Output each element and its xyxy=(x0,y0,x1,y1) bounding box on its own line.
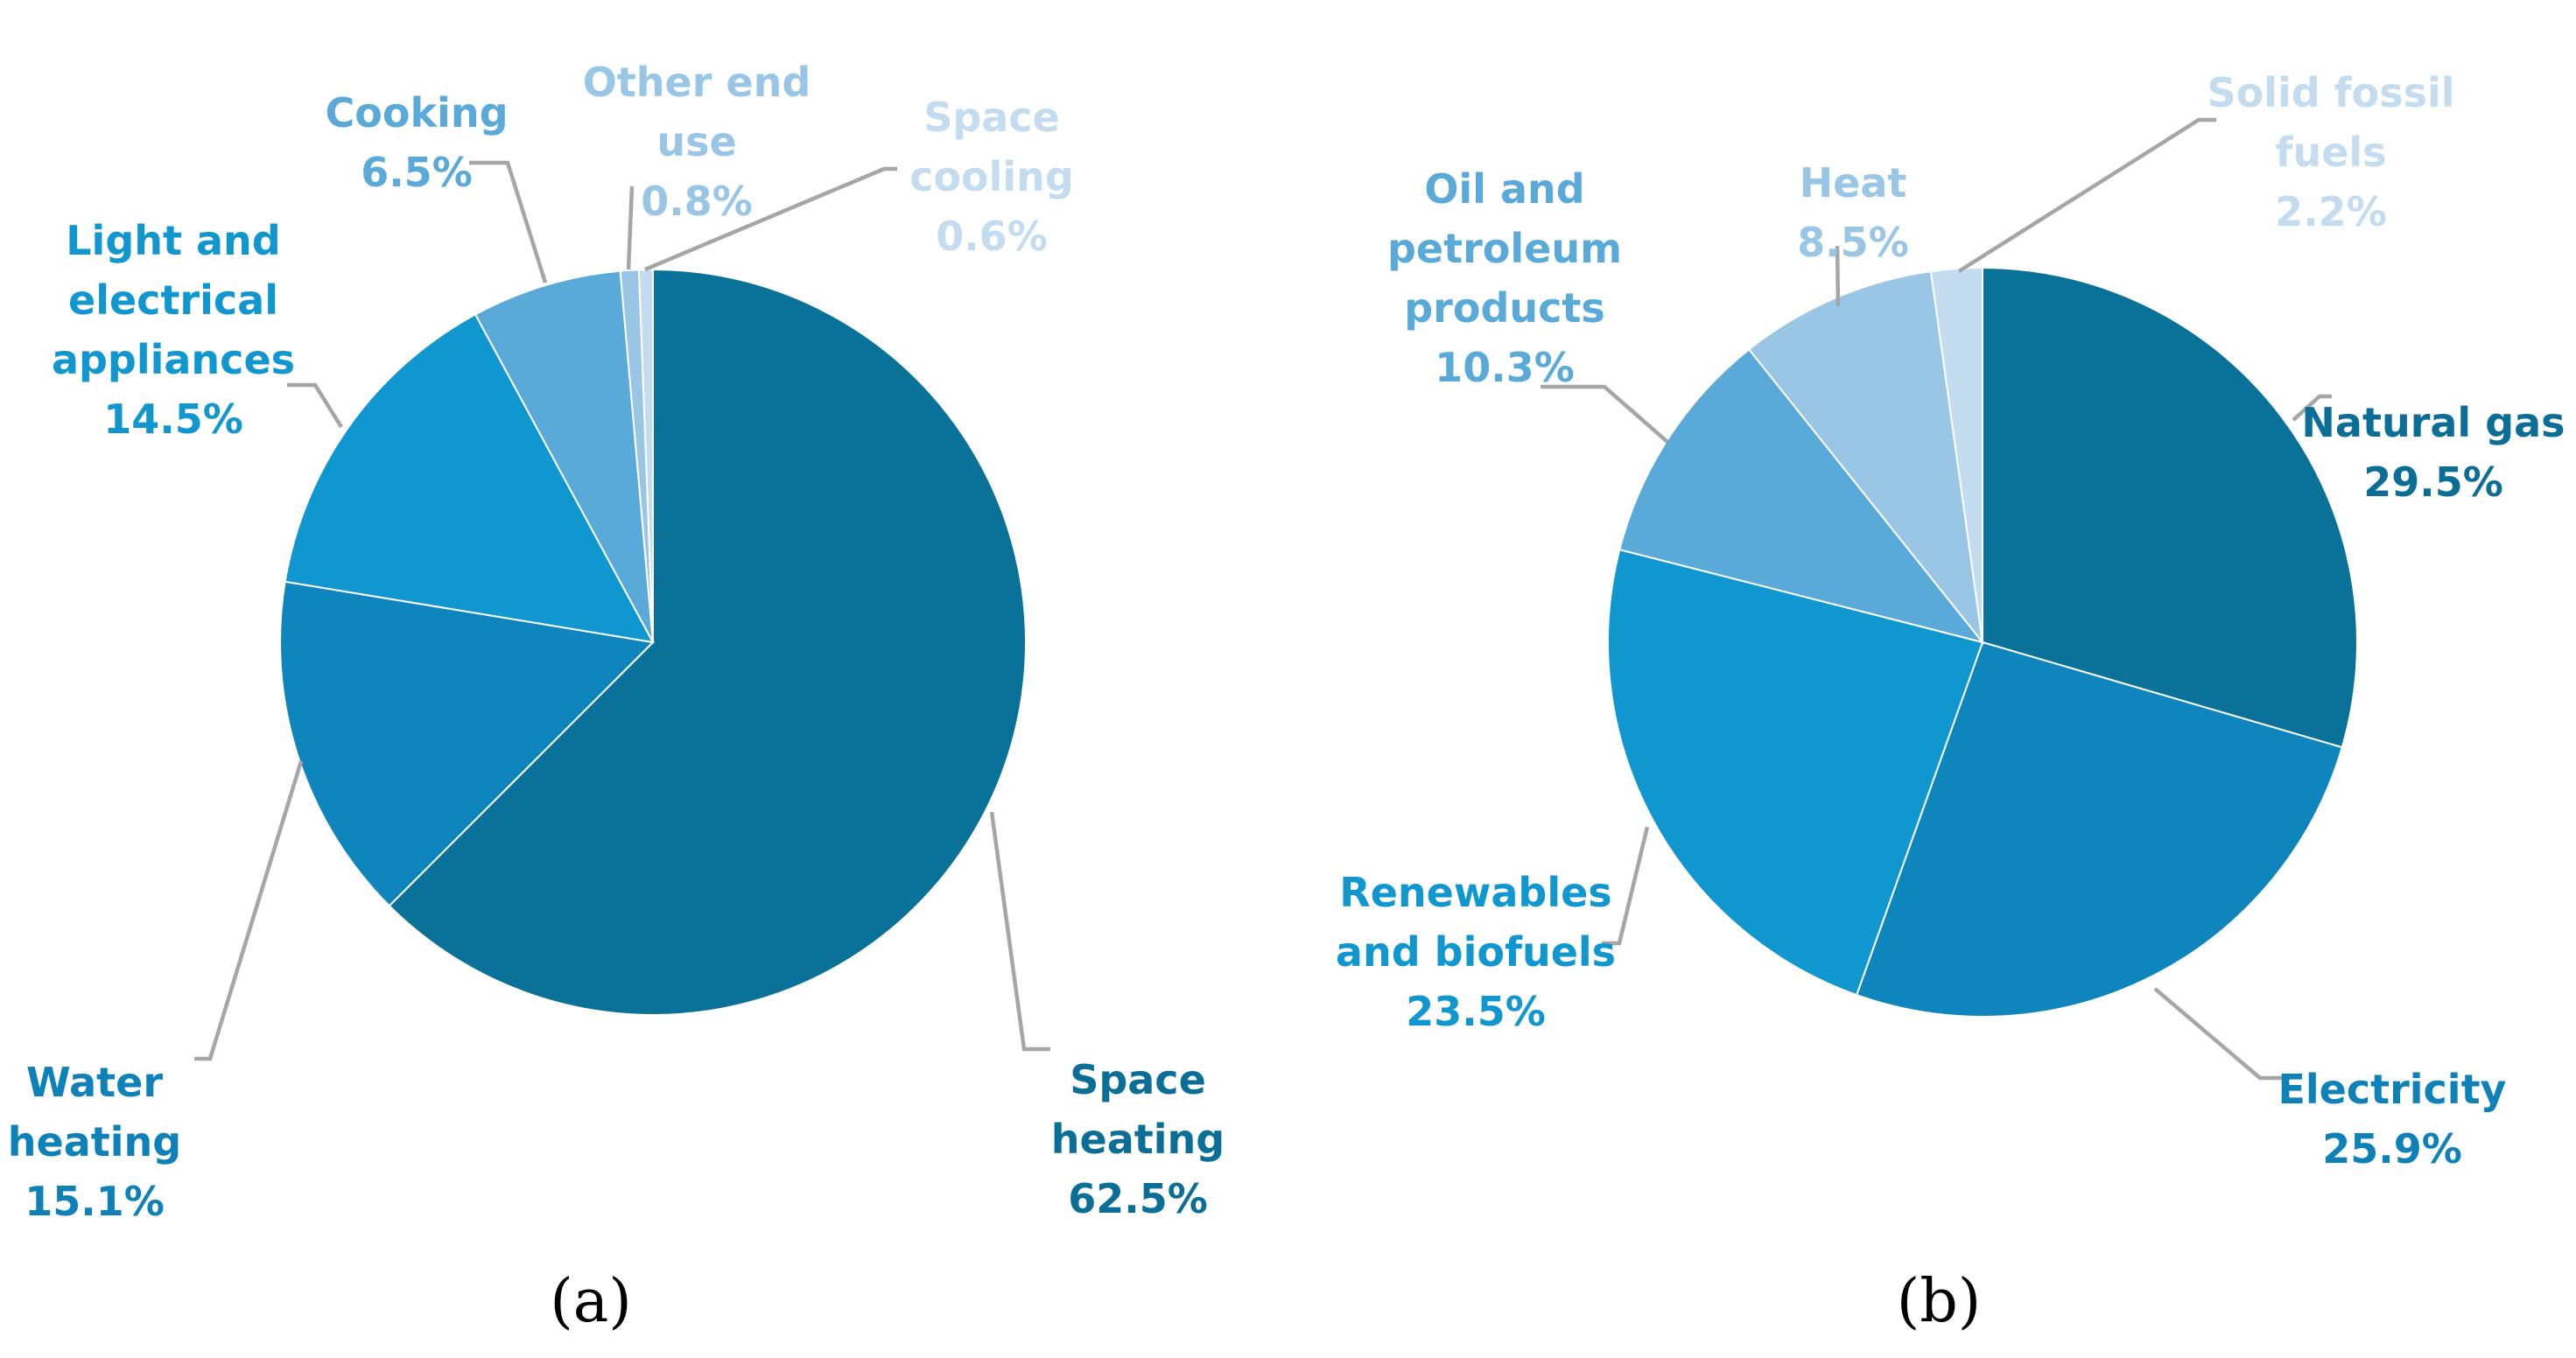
pie-slice-electricity xyxy=(1855,640,2344,1018)
chart-caption: (a) xyxy=(550,1267,632,1336)
slice-name-line: electrical xyxy=(68,276,278,324)
slice-label-heat: Heat 8.5% xyxy=(1797,159,1909,266)
pie-slice-heat xyxy=(1747,270,1984,646)
leader-line-solid-fossil xyxy=(1957,117,2216,273)
slice-name-line: Light and xyxy=(66,217,280,264)
chart-caption: (b) xyxy=(1897,1267,1982,1336)
slice-percent-natural-gas: 29.5% xyxy=(2363,458,2503,506)
leader-line-light-electrical xyxy=(287,382,343,429)
slice-name-line: Other end xyxy=(583,59,811,106)
slice-label-space-heating: Space heating 62.5% xyxy=(1051,1056,1225,1222)
slice-label-electricity: Electricity 25.9% xyxy=(2278,1066,2506,1172)
leader-line-natural-gas xyxy=(2292,394,2332,422)
slice-name-line: products xyxy=(1404,284,1605,332)
slice-name-line: Cooking xyxy=(326,89,509,136)
slice-label-solid-fossil: Solid fossil fuels 2.2% xyxy=(2207,69,2454,235)
leader-line-renewables xyxy=(1602,826,1650,946)
slice-name-line: and biofuels xyxy=(1336,928,1616,976)
slice-name-line: Electricity xyxy=(2278,1066,2506,1113)
slice-name-line: Space xyxy=(1070,1056,1206,1103)
slice-percent-other-end-use: 0.8% xyxy=(641,178,753,225)
slice-label-other-end-use: Other end use 0.8% xyxy=(583,59,811,225)
slice-name-line: Natural gas xyxy=(2301,399,2565,446)
pie-slice-light-electrical xyxy=(284,313,655,644)
leader-line-space-cooling xyxy=(644,166,897,272)
slice-label-natural-gas: Natural gas 29.5% xyxy=(2301,399,2565,506)
slice-name-line: Solid fossil xyxy=(2207,69,2454,116)
slice-percent-space-cooling: 0.6% xyxy=(936,213,1048,260)
pie-slice-water-heating xyxy=(279,580,656,907)
slice-name-line: use xyxy=(656,118,736,165)
leader-line-heat xyxy=(1835,245,1841,307)
slice-label-cooking: Cooking 6.5% xyxy=(326,89,509,196)
pie-slice-solid-fossil xyxy=(1929,266,1983,643)
slice-label-space-cooling: Space cooling 0.6% xyxy=(909,94,1074,260)
pie-slice-cooking xyxy=(474,270,654,643)
slice-percent-solid-fossil: 2.2% xyxy=(2275,188,2387,235)
slice-name-line: Water xyxy=(26,1059,163,1106)
pie-chart-a: Space heating 62.5% Water heating 15.1% Light … xyxy=(8,59,1225,1336)
slice-percent-electricity: 25.9% xyxy=(2322,1125,2462,1172)
pie-chart-b: Natural gas 29.5% Electricity 25.9% Renewabl… xyxy=(1336,69,2565,1336)
slice-name-line: fuels xyxy=(2275,129,2386,176)
slice-label-water-heating: Water heating 15.1% xyxy=(8,1059,181,1225)
slice-name-line: Oil and xyxy=(1424,165,1584,213)
slice-percent-water-heating: 15.1% xyxy=(25,1178,165,1225)
slice-label-light-electrical: Light and electrical appliances 14.5% xyxy=(52,217,295,443)
slice-name-line: Heat xyxy=(1800,159,1907,206)
slice-percent-cooking: 6.5% xyxy=(361,149,473,196)
leader-line-electricity xyxy=(2153,987,2286,1081)
slice-label-renewables: Renewables and biofuels 23.5% xyxy=(1336,869,1616,1035)
leader-line-space-heating xyxy=(989,811,1050,1052)
slice-percent-heat: 8.5% xyxy=(1797,219,1909,266)
pie-slice-oil-petroleum xyxy=(1618,347,1985,644)
slice-percent-light-electrical: 14.5% xyxy=(103,396,243,443)
leader-line-water-heating xyxy=(194,760,304,1061)
slice-name-line: Renewables xyxy=(1339,869,1611,916)
pie-slice-space-heating xyxy=(388,268,1027,1016)
pie-slice-natural-gas xyxy=(1982,266,2358,749)
slice-percent-space-heating: 62.5% xyxy=(1068,1175,1208,1222)
slice-name-line: appliances xyxy=(52,336,295,383)
slice-percent-renewables: 23.5% xyxy=(1406,988,1546,1035)
slice-name-line: heating xyxy=(1051,1116,1225,1163)
slice-name-line: cooling xyxy=(909,153,1074,200)
slice-percent-oil-petroleum: 10.3% xyxy=(1435,344,1575,391)
slice-name-line: petroleum xyxy=(1387,225,1622,272)
leader-line-oil-petroleum xyxy=(1541,384,1669,444)
slice-label-oil-petroleum: Oil and petroleum products 10.3% xyxy=(1387,165,1622,391)
slice-name-line: Space xyxy=(923,94,1060,141)
leader-line-cooking xyxy=(469,160,548,284)
pie-slice-renewables xyxy=(1607,548,1984,997)
leader-line-other-end-use xyxy=(626,186,635,270)
slice-name-line: heating xyxy=(8,1118,181,1166)
